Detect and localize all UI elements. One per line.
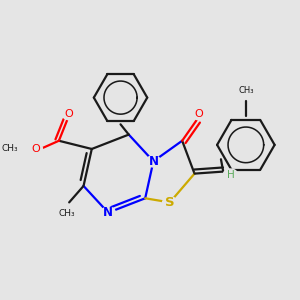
Ellipse shape [191, 108, 206, 120]
Ellipse shape [223, 169, 238, 180]
Text: CH₃: CH₃ [59, 208, 75, 217]
Text: O: O [194, 109, 203, 119]
Text: H: H [226, 170, 234, 180]
Text: CH₃: CH₃ [238, 86, 254, 95]
Ellipse shape [163, 197, 177, 208]
Ellipse shape [101, 207, 116, 218]
Text: O: O [65, 109, 74, 119]
Text: CH₃: CH₃ [1, 145, 18, 154]
Text: O: O [31, 144, 40, 154]
Text: S: S [165, 196, 175, 209]
Text: N: N [148, 155, 158, 168]
Ellipse shape [62, 108, 76, 120]
Ellipse shape [28, 143, 43, 155]
Text: N: N [103, 206, 113, 219]
Ellipse shape [146, 156, 160, 167]
